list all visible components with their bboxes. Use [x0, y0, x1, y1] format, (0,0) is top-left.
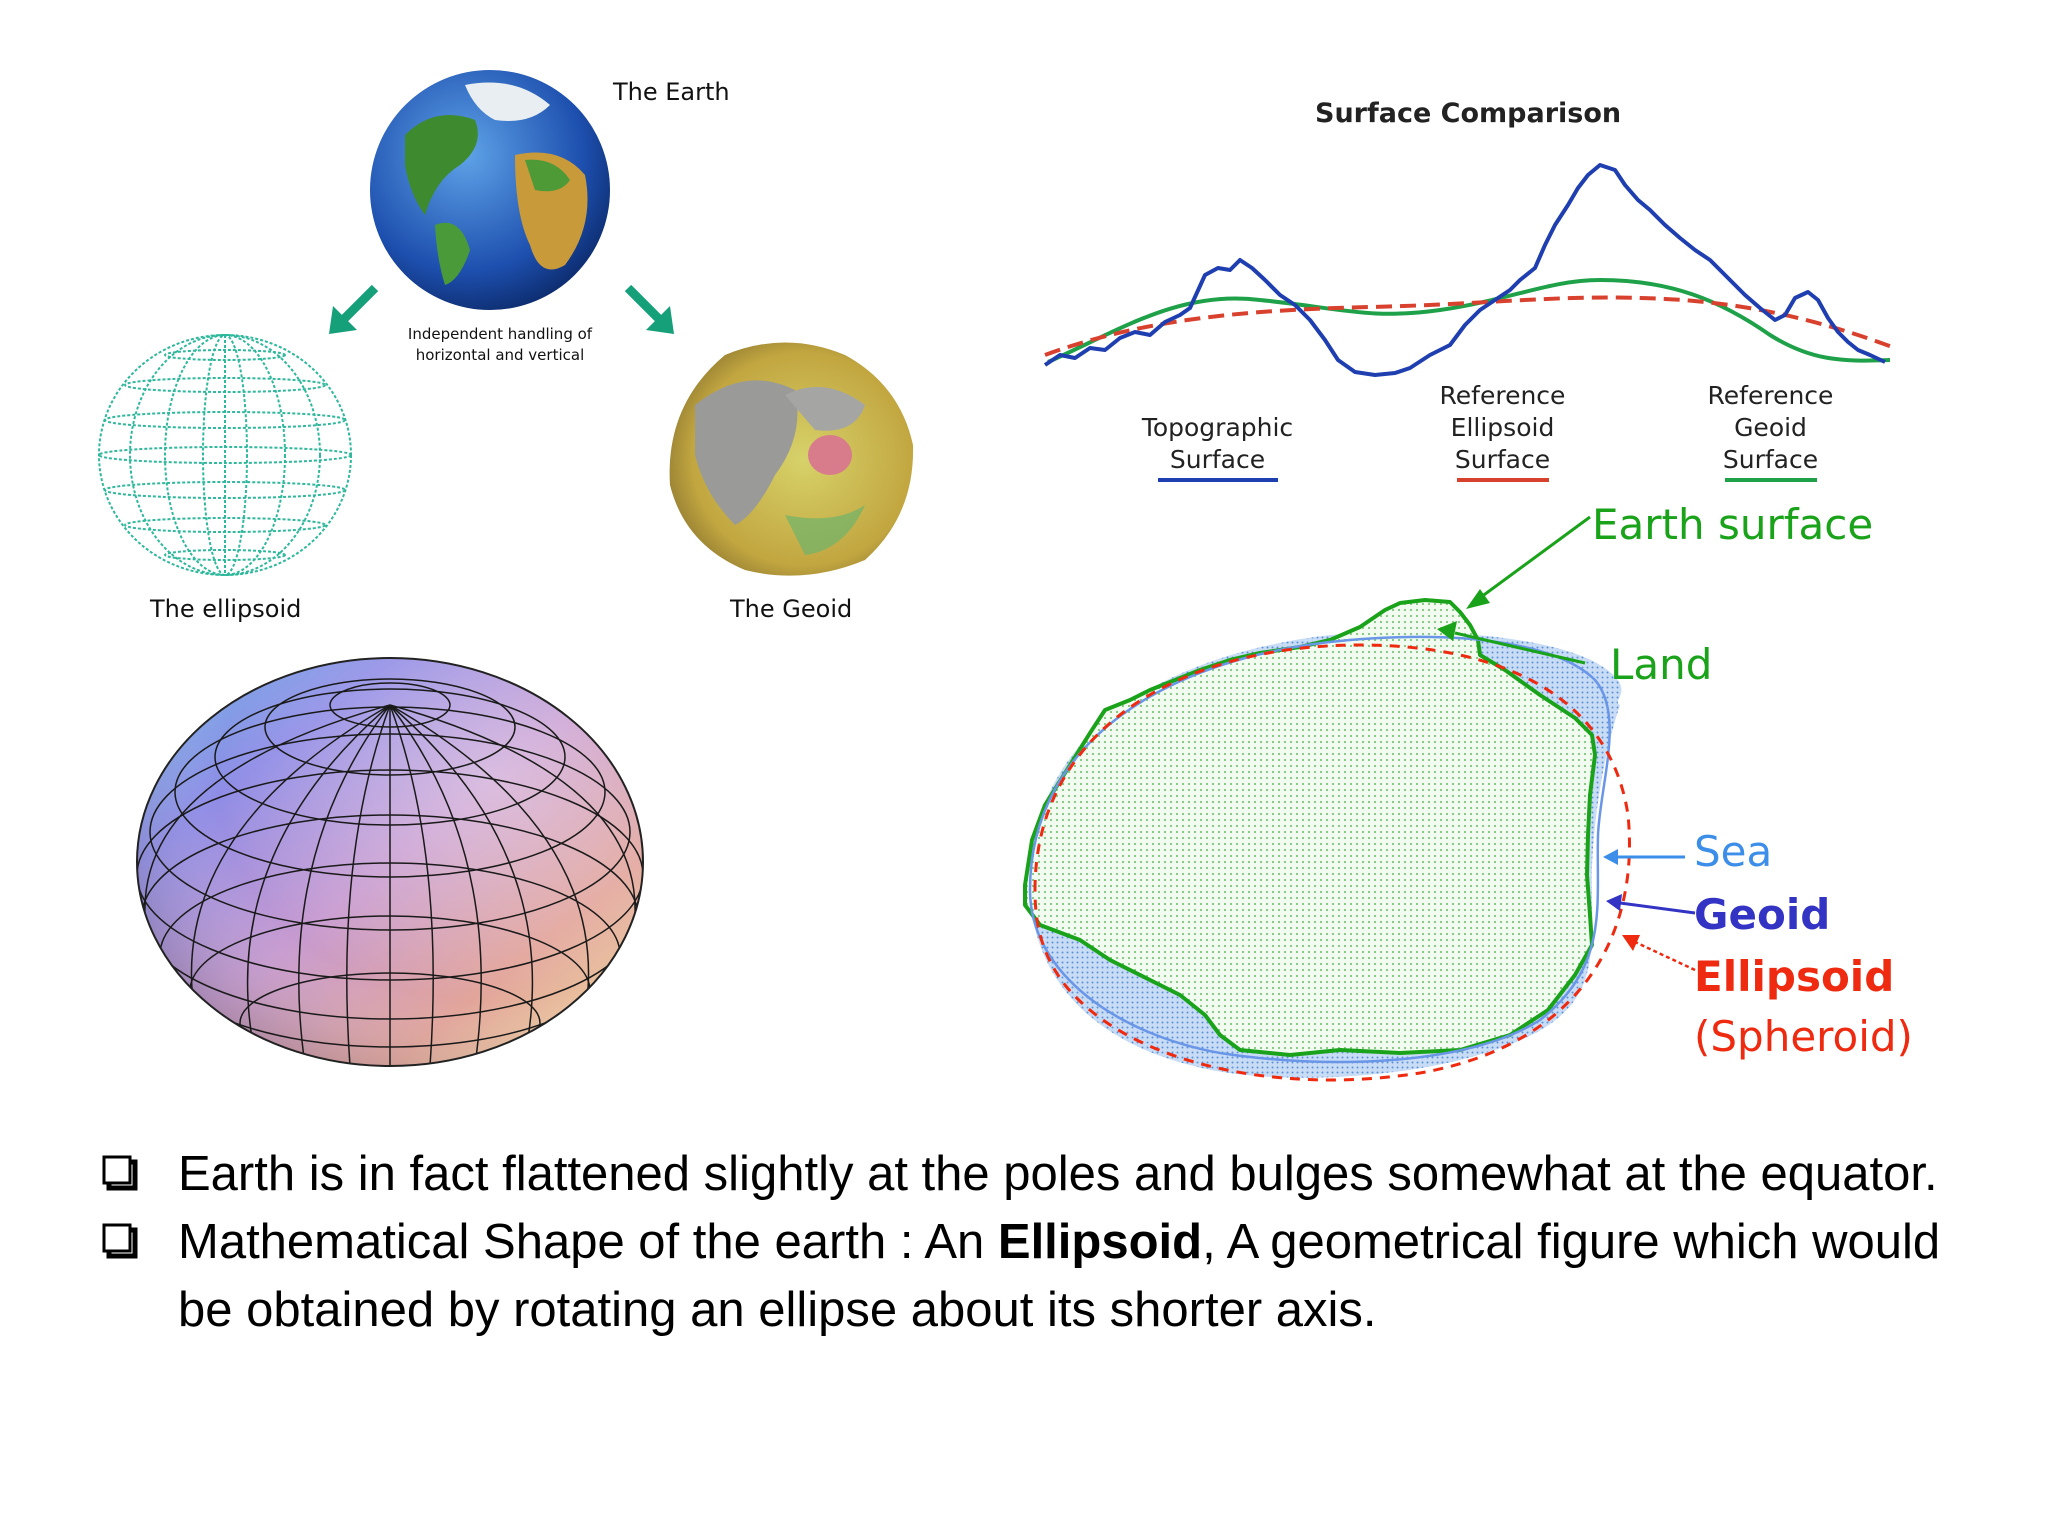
bullet-text-before: Mathematical Shape of the earth : An: [178, 1215, 998, 1269]
arrow-down-left-icon: [329, 284, 379, 334]
legend-topographic-swatch: [1157, 478, 1278, 482]
ellipsoid-line: [1033, 643, 1631, 1082]
legend-geoid-line-2: Geoid: [1734, 413, 1807, 442]
checkbox-bullet-icon: [102, 1155, 138, 1191]
spheroid-diagram-label: (Spheroid): [1694, 1012, 1913, 1061]
handling-note: Independent handling of horizontal and v…: [390, 324, 610, 366]
ellipsoid-arrow: [1622, 935, 1696, 972]
legend-ellipsoid-line-3: Surface: [1454, 445, 1551, 474]
sea-arrow: [1603, 849, 1685, 865]
earth-shape-diagram: [1023, 515, 1696, 1082]
sea-label: Sea: [1694, 827, 1773, 876]
checkbox-bullet-icon: [102, 1223, 138, 1259]
legend-ellipsoid-line-2: Ellipsoid: [1450, 413, 1555, 442]
ellipsoid-surface-line: [1044, 295, 1896, 357]
bullet-text-after: , A geometrical figure which would be ob…: [178, 1215, 1941, 1337]
legend-geoid: Reference Geoid Surface: [1688, 380, 1853, 482]
ellipsoid-diagram-label: Ellipsoid: [1694, 952, 1895, 1001]
earth-globe-image: [370, 70, 610, 310]
handling-note-line-2: horizontal and vertical: [415, 346, 585, 364]
arrow-down-right-icon: [624, 284, 674, 334]
legend-geoid-line-1: Reference: [1707, 381, 1834, 410]
legend-geoid-line-3: Surface: [1722, 445, 1819, 474]
geoid-diagram-label: Geoid: [1694, 890, 1831, 939]
legend-topographic: Topographic Surface: [1115, 412, 1320, 482]
topographic-surface-line: [1043, 163, 1886, 377]
land-arrow: [1437, 621, 1586, 665]
legend-ellipsoid: Reference Ellipsoid Surface: [1420, 380, 1585, 482]
surface-comparison-chart: [1043, 163, 1896, 377]
bullet-list: Earth is in fact flattened slightly at t…: [100, 1140, 1960, 1344]
bullet-item-ellipsoid: Mathematical Shape of the earth : An Ell…: [100, 1208, 1960, 1344]
geoid-image: [669, 342, 914, 576]
legend-topographic-line-1: Topographic: [1141, 413, 1294, 442]
bullet-text-bold: Ellipsoid: [997, 1215, 1203, 1269]
legend-ellipsoid-line-1: Reference: [1439, 381, 1566, 410]
land-label: Land: [1610, 640, 1713, 689]
geoid-label: The Geoid: [730, 595, 853, 623]
shaded-ellipsoid-image: [136, 657, 644, 1067]
earth-surface-arrow: [1466, 515, 1591, 609]
handling-note-line-1: Independent handling of: [407, 325, 593, 343]
surface-comparison-title: Surface Comparison: [1315, 98, 1622, 129]
geoid-surface-line: [1047, 277, 1891, 364]
legend-geoid-swatch: [1724, 478, 1817, 482]
ellipsoid-label: The ellipsoid: [150, 595, 302, 623]
bullet-item-flattened: Earth is in fact flattened slightly at t…: [100, 1140, 1960, 1208]
legend-ellipsoid-swatch: [1456, 478, 1549, 482]
legend-topographic-line-2: Surface: [1169, 445, 1266, 474]
earth-label: The Earth: [613, 78, 730, 106]
wireframe-ellipsoid-image: [98, 334, 352, 576]
earth-surface-label: Earth surface: [1592, 500, 1874, 549]
geoid-arrow: [1606, 894, 1696, 915]
bullet-text-flattened: Earth is in fact flattened slightly at t…: [178, 1147, 1938, 1201]
